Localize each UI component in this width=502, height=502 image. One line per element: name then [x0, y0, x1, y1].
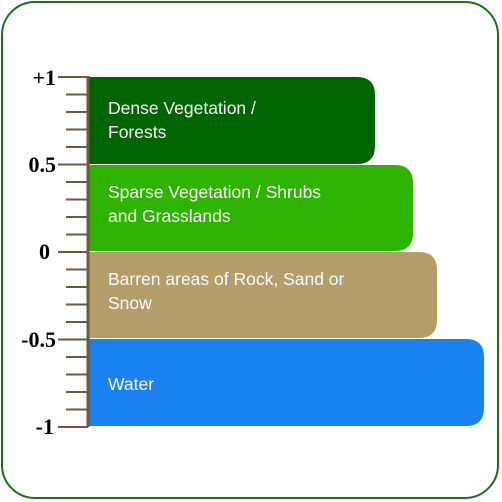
scale-ticks	[58, 76, 88, 428]
tick-label-plus-one: +1	[32, 65, 56, 90]
tick-label-neg-half: -0.5	[21, 327, 56, 352]
tick-label-zero: 0	[39, 239, 50, 264]
band-label-dense-vegetation: Dense Vegetation / Forests	[108, 98, 256, 142]
band-label-barren-areas: Barren areas of Rock, Sand or Snow	[108, 269, 345, 313]
band-dense-vegetation	[88, 77, 375, 164]
tick-label-minus-one: -1	[36, 414, 54, 439]
band-label-sparse-vegetation: Sparse Vegetation / Shrubs and Grassland…	[108, 182, 322, 226]
band-label-water: Water	[108, 374, 155, 394]
band-water	[88, 339, 484, 426]
tick-label-half: 0.5	[29, 152, 57, 177]
band-sparse-vegetation	[88, 165, 413, 251]
band-barren-areas	[88, 252, 437, 338]
